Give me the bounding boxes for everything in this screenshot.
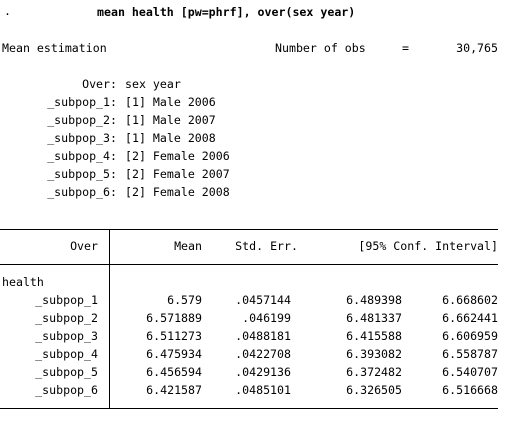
cell-ci-upper: 6.662441 xyxy=(442,311,498,325)
cell-mean: 6.579 xyxy=(167,293,202,307)
command-prompt: . xyxy=(4,4,11,18)
cell-std-err: .0485101 xyxy=(235,383,291,397)
subpop-def-name: _subpop_2: xyxy=(47,113,117,127)
row-name: _subpop_5 xyxy=(35,365,98,379)
cell-std-err: .0422708 xyxy=(235,347,291,361)
cell-ci-lower: 6.393082 xyxy=(346,347,402,361)
row-name: _subpop_3 xyxy=(35,329,98,343)
command-text[interactable]: mean health [pw=phrf], over(sex year) xyxy=(97,5,356,19)
cell-ci-upper: 6.540707 xyxy=(442,365,498,379)
row-name: _subpop_2 xyxy=(35,311,98,325)
cell-ci-lower: 6.415588 xyxy=(346,329,402,343)
column-header-std-err: Std. Err. xyxy=(235,239,298,253)
estimation-title: Mean estimation xyxy=(2,41,107,55)
table-top-rule xyxy=(0,229,498,230)
cell-ci-lower: 6.481337 xyxy=(346,311,402,325)
table-group-label: health xyxy=(2,275,44,289)
cell-ci-lower: 6.489398 xyxy=(346,293,402,307)
cell-mean: 6.456594 xyxy=(146,365,202,379)
table-bottom-rule xyxy=(0,408,498,409)
over-vars: sex year xyxy=(125,77,181,91)
subpop-def-value: [1] Male 2008 xyxy=(125,131,216,145)
subpop-def-name: _subpop_4: xyxy=(47,149,117,163)
subpop-def-value: [2] Female 2008 xyxy=(125,185,230,199)
subpop-def-name: _subpop_5: xyxy=(47,167,117,181)
cell-mean: 6.421587 xyxy=(146,383,202,397)
cell-mean: 6.475934 xyxy=(146,347,202,361)
table-vertical-rule xyxy=(109,229,110,409)
row-name: _subpop_1 xyxy=(35,293,98,307)
subpop-def-name: _subpop_1: xyxy=(47,95,117,109)
nobs-equals: = xyxy=(402,41,409,55)
subpop-def-value: [2] Female 2006 xyxy=(125,149,230,163)
subpop-def-name: _subpop_6: xyxy=(47,185,117,199)
cell-ci-upper: 6.606959 xyxy=(442,329,498,343)
over-label: Over: xyxy=(82,77,117,91)
subpop-def-value: [2] Female 2007 xyxy=(125,167,230,181)
subpop-def-value: [1] Male 2006 xyxy=(125,95,216,109)
column-header-over: Over xyxy=(70,239,98,253)
cell-ci-upper: 6.668602 xyxy=(442,293,498,307)
nobs-value: 30,765 xyxy=(456,41,498,55)
nobs-label: Number of obs xyxy=(275,41,366,55)
column-header-mean: Mean xyxy=(174,239,202,253)
row-name: _subpop_6 xyxy=(35,383,98,397)
subpop-def-name: _subpop_3: xyxy=(47,131,117,145)
cell-ci-upper: 6.558787 xyxy=(442,347,498,361)
subpop-def-value: [1] Male 2007 xyxy=(125,113,216,127)
column-header-conf-interval: [95% Conf. Interval] xyxy=(358,239,498,253)
cell-std-err: .0429136 xyxy=(235,365,291,379)
cell-ci-lower: 6.326505 xyxy=(346,383,402,397)
cell-std-err: .046199 xyxy=(242,311,291,325)
row-name: _subpop_4 xyxy=(35,347,98,361)
cell-mean: 6.511273 xyxy=(146,329,202,343)
table-header-rule xyxy=(0,264,498,265)
cell-ci-lower: 6.372482 xyxy=(346,365,402,379)
cell-mean: 6.571889 xyxy=(146,311,202,325)
cell-std-err: .0488181 xyxy=(235,329,291,343)
cell-std-err: .0457144 xyxy=(235,293,291,307)
cell-ci-upper: 6.516668 xyxy=(442,383,498,397)
